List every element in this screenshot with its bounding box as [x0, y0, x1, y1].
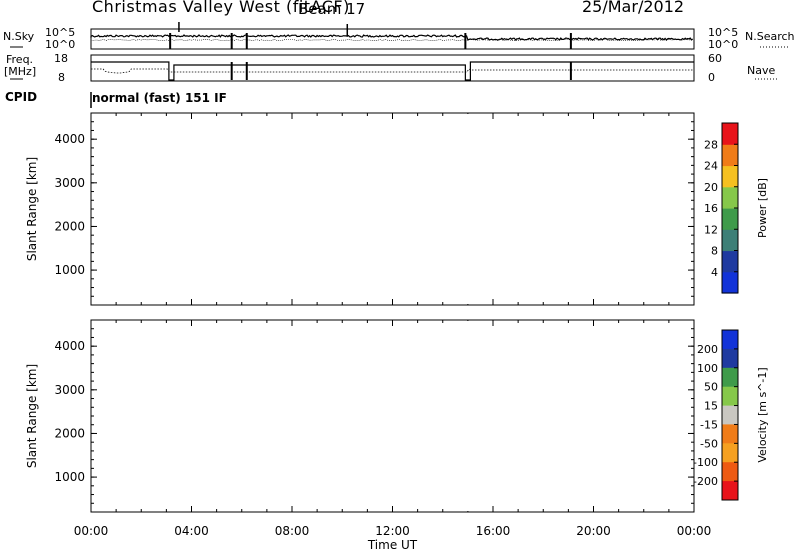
plot-title: Christmas Valley West (fitACF) [92, 0, 350, 16]
date-label: 25/Mar/2012 [582, 0, 685, 16]
nave-tick-top: 60 [708, 52, 722, 65]
nsearch-label: N.Search [745, 30, 795, 43]
nsky-tick-bottom: 10^0 [45, 38, 76, 51]
freq-trace [91, 61, 694, 81]
nsearch-tick-top: 10^5 [708, 26, 739, 39]
nsky-label: N.Sky [3, 30, 35, 43]
beam-label: Beam 17 [298, 0, 366, 18]
cpid-mode: normal (fast) 151 IF [92, 91, 227, 105]
nsky-tick-top: 10^5 [45, 26, 76, 39]
cpid-label: CPID [5, 90, 38, 104]
freq-tick-top: 18 [54, 52, 68, 65]
nsearch-tick-bottom: 10^0 [708, 38, 739, 51]
freq-tick-bottom: 8 [58, 71, 65, 84]
nsearch-trace [90, 38, 692, 42]
nave-trace [91, 68, 694, 74]
nave-label: Nave [747, 64, 776, 77]
freq-panel-frame [90, 54, 695, 82]
nsky-trace [90, 34, 694, 41]
nsky-panel-frame [90, 28, 695, 50]
freq-label-line1: Freq. [6, 53, 34, 66]
nave-tick-bottom: 0 [708, 71, 715, 84]
freq-label-line2: [MHz] [4, 65, 37, 78]
